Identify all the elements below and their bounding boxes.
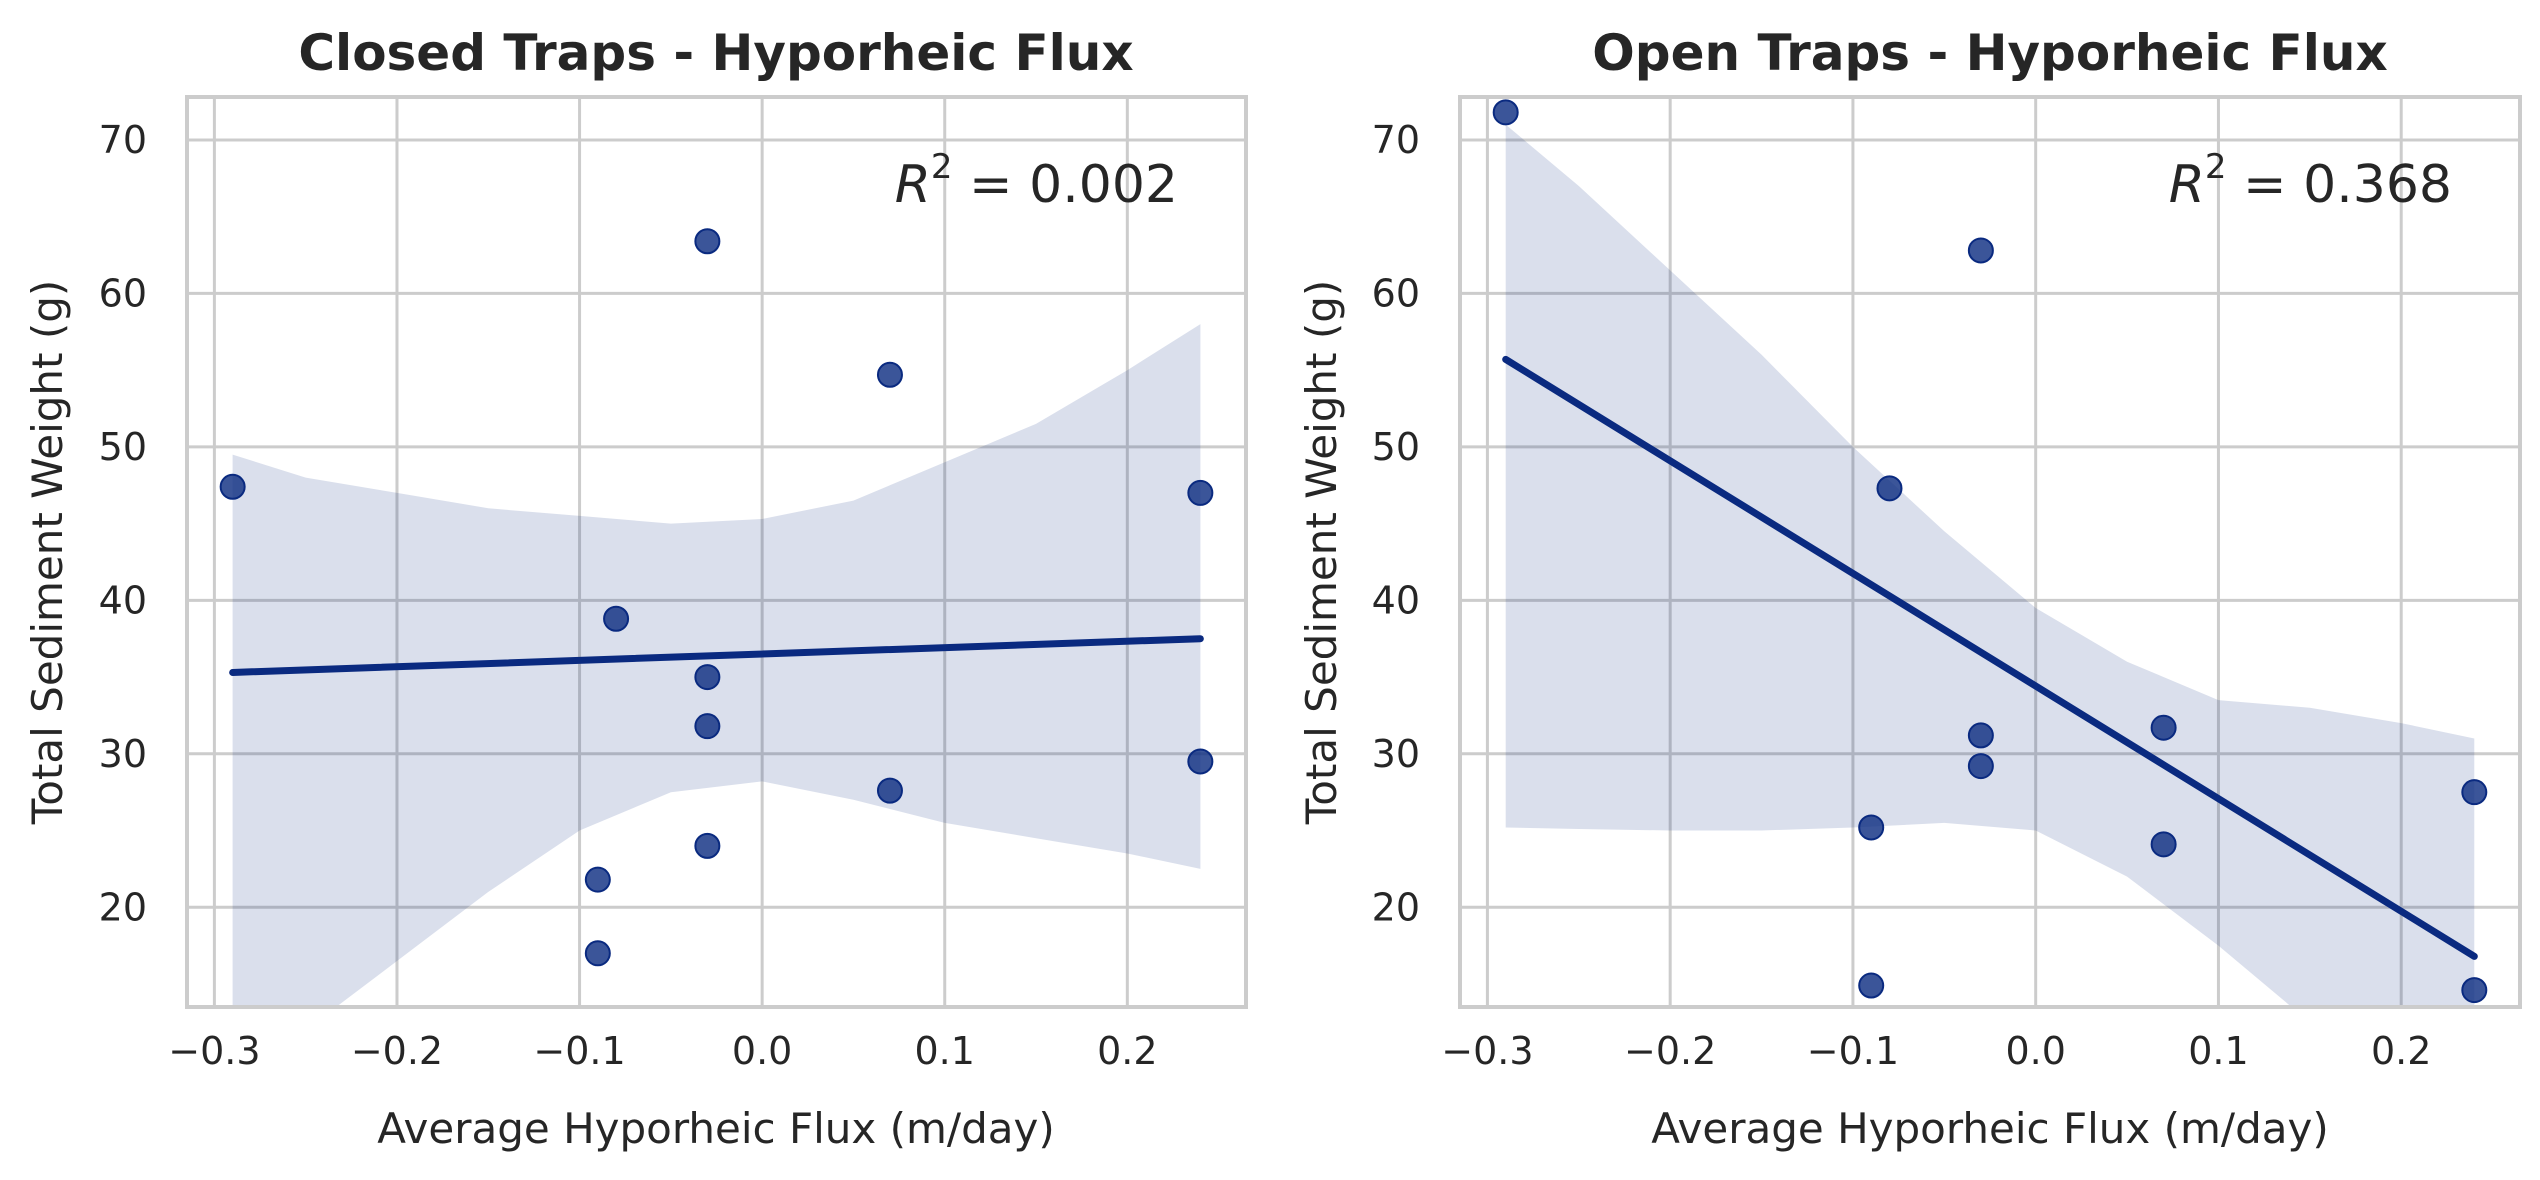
data-point (876, 361, 903, 388)
chart-title: Open Traps - Hyporheic Flux (1592, 24, 2387, 82)
regression-line (1502, 355, 2478, 960)
regression-line (229, 635, 1204, 676)
grid (1460, 97, 2520, 1007)
y-tick-label: 70 (99, 118, 147, 162)
plot-frame (1458, 95, 2522, 1009)
data-point (1492, 99, 1519, 126)
data-point (1876, 475, 1903, 502)
y-axis-label: Total Sediment Weight (g) (23, 280, 72, 826)
data-point (1187, 748, 1214, 775)
y-tick-label: 30 (1372, 732, 1420, 776)
data-point (584, 866, 611, 893)
y-tick-label: 70 (1372, 118, 1420, 162)
y-tick-label: 60 (99, 271, 147, 315)
y-tick-labels: 20 30 40 50 60 70 (1372, 118, 1420, 929)
data-point (2150, 714, 2177, 741)
y-tick-label: 30 (99, 732, 147, 776)
y-tick-label: 20 (99, 885, 147, 929)
data-point (2150, 831, 2177, 858)
data-point (694, 664, 721, 691)
data-point (2461, 779, 2488, 806)
x-tick-label: 0.2 (1097, 1029, 1157, 1073)
x-axis-label: Average Hyporheic Flux (m/day) (377, 1104, 1054, 1153)
x-tick-label: 0.1 (915, 1029, 975, 1073)
data-point (1967, 753, 1994, 780)
data-point (694, 713, 721, 740)
grid (187, 97, 1246, 1007)
data-point (694, 832, 721, 859)
y-tick-label: 20 (1372, 885, 1420, 929)
data-point (584, 940, 611, 967)
x-tick-label: −0.3 (1441, 1029, 1533, 1073)
data-point (694, 228, 721, 255)
x-tick-label: 0.0 (732, 1029, 792, 1073)
chart-panel-open-traps: Open Traps - Hyporheic Flux −0.3 −0.2 −0.1… (1297, 24, 2522, 1153)
y-tick-label: 50 (99, 425, 147, 469)
plot-frame (185, 95, 1248, 1009)
y-tick-labels: 20 30 40 50 60 70 (99, 118, 147, 929)
r-squared-value: = 0.368 (2243, 155, 2452, 215)
x-tick-labels: −0.3 −0.2 −0.1 0.0 0.1 0.2 (1441, 1029, 2431, 1073)
x-tick-label: −0.1 (1807, 1029, 1899, 1073)
data-point (1967, 237, 1994, 264)
confidence-band (1505, 124, 2475, 1007)
x-tick-label: −0.2 (351, 1029, 443, 1073)
data-point (219, 473, 246, 500)
r-squared-value: = 0.002 (969, 155, 1178, 215)
x-tick-label: 0.0 (2005, 1029, 2065, 1073)
x-tick-label: −0.2 (1624, 1029, 1716, 1073)
chart-panel-closed-traps: Closed Traps - Hyporheic Flux −0.3 −0.2 −0… (23, 24, 1248, 1153)
data-point (1967, 722, 1994, 749)
y-axis-label: Total Sediment Weight (g) (1297, 280, 1346, 826)
data-point (1187, 479, 1214, 506)
x-tick-label: −0.1 (533, 1029, 625, 1073)
x-axis-label: Average Hyporheic Flux (m/day) (1651, 1104, 2328, 1153)
r-squared-annotation: R2 = 0.368 (2169, 147, 2452, 215)
y-tick-label: 40 (99, 578, 147, 622)
data-point (2461, 977, 2488, 1004)
data-points (219, 228, 1214, 967)
x-tick-labels: −0.3 −0.2 −0.1 0.0 0.1 0.2 (168, 1029, 1157, 1073)
data-point (1858, 972, 1885, 999)
x-tick-label: 0.2 (2371, 1029, 2431, 1073)
chart-title: Closed Traps - Hyporheic Flux (298, 24, 1133, 82)
x-tick-label: 0.1 (2188, 1029, 2248, 1073)
confidence-band (232, 324, 1201, 1007)
data-point (1858, 814, 1885, 841)
x-tick-label: −0.3 (168, 1029, 260, 1073)
y-tick-label: 50 (1372, 425, 1420, 469)
data-points (1492, 99, 2488, 1004)
data-point (876, 777, 903, 804)
data-point (603, 605, 630, 632)
r-squared-annotation: R2 = 0.002 (895, 147, 1178, 215)
y-tick-label: 40 (1372, 578, 1420, 622)
y-tick-label: 60 (1372, 271, 1420, 315)
